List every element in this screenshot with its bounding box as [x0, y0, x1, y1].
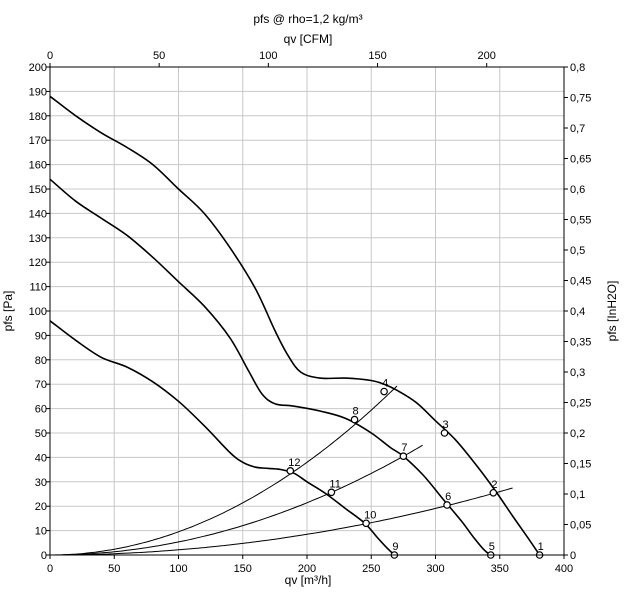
system-curves [49, 385, 513, 556]
x-tick-label: 0 [47, 563, 53, 575]
x-tick-label: 100 [169, 563, 187, 575]
x-tick-label: 350 [491, 563, 509, 575]
y-tick-label: 10 [35, 526, 47, 538]
y-tick-label: 0 [41, 550, 47, 562]
operating-point-marker [327, 488, 336, 497]
y-tick-label: 120 [29, 257, 47, 269]
operating-point-label: 12 [288, 457, 300, 469]
right-tick-label: 0,7 [570, 123, 585, 135]
y-tick-label: 190 [29, 86, 47, 98]
operating-point-marker [399, 452, 408, 460]
operating-point-marker [286, 467, 295, 475]
right-tick-label: 0,15 [570, 459, 591, 471]
right-tick-label: 0,2 [570, 428, 585, 440]
y-tick-label: 200 [29, 62, 47, 74]
x-tick-label: 400 [555, 563, 573, 575]
top-axis-label: qv [CFM] [284, 32, 333, 46]
y-tick-label: 70 [35, 379, 47, 391]
right-tick-label: 0,75 [570, 93, 591, 105]
x-tick-label: 200 [298, 563, 316, 575]
y-tick-label: 20 [35, 501, 47, 513]
y-tick-label: 180 [29, 111, 47, 123]
right-tick-label: 0,55 [570, 215, 591, 227]
y-tick-label: 80 [35, 355, 47, 367]
y-tick-label: 40 [35, 452, 47, 464]
y-tick-label: 160 [29, 160, 47, 172]
right-tick-label: 0,3 [570, 367, 585, 379]
operating-point-label: 2 [491, 479, 497, 491]
tick-labels: 0 50 100 150 200 250 300 350 4000102030405060708… [29, 50, 592, 575]
operating-point-marker [489, 488, 498, 497]
y-tick-label: 100 [29, 306, 47, 318]
x-axis-label: qv [m³/h] [285, 573, 332, 587]
operating-point-label: 5 [489, 541, 495, 553]
x-tick-label: 150 [234, 563, 252, 575]
operating-point-marker [440, 429, 449, 437]
y-tick-label: 90 [35, 330, 47, 342]
operating-point-marker [362, 519, 370, 528]
y-tick-label: 170 [29, 135, 47, 147]
system-curve [50, 444, 423, 556]
operating-point-label: 9 [392, 541, 398, 553]
system-curve [49, 385, 398, 556]
top-tick-label: 200 [478, 50, 496, 62]
fan-curve [49, 95, 541, 556]
right-tick-label: 0,1 [570, 489, 585, 501]
y-tick-label: 130 [29, 233, 47, 245]
top-tick-label: 150 [368, 50, 386, 62]
right-tick-label: 0,45 [570, 276, 591, 288]
chart-title: pfs @ rho=1,2 kg/m³ [253, 12, 362, 26]
x-tick-label: 50 [108, 563, 120, 575]
right-axis-label: pfs [InH2O] [605, 281, 619, 342]
operating-point-label: 1 [538, 541, 544, 553]
x-tick-label: 300 [426, 563, 444, 575]
right-tick-label: 0,25 [570, 398, 591, 410]
x-tick-label: 250 [362, 563, 380, 575]
right-tick-label: 0 [570, 550, 576, 562]
operating-point-marker [380, 387, 388, 396]
y-tick-label: 150 [29, 184, 47, 196]
right-tick-label: 0,6 [570, 184, 585, 196]
right-tick-label: 0,4 [570, 306, 585, 318]
top-tick-label: 100 [259, 50, 277, 62]
y-tick-label: 60 [35, 404, 47, 416]
operating-point-label: 8 [353, 406, 359, 418]
y-tick-label: 140 [29, 208, 47, 220]
operating-point-label: 7 [401, 442, 407, 454]
operating-point-label: 6 [445, 491, 451, 503]
right-tick-label: 0,35 [570, 337, 591, 349]
system-curve [50, 487, 513, 556]
y-tick-label: 110 [29, 282, 47, 294]
right-tick-label: 0,05 [570, 520, 591, 532]
operating-point-label: 10 [364, 509, 376, 521]
operating-point-label: 4 [382, 378, 388, 390]
y-tick-label: 30 [35, 477, 47, 489]
right-tick-label: 0,65 [570, 154, 591, 166]
right-tick-label: 0,5 [570, 245, 585, 257]
operating-point-label: 11 [329, 478, 340, 490]
operating-point-label: 3 [442, 419, 448, 431]
operating-point-marker [443, 501, 451, 509]
top-tick-label: 50 [153, 50, 165, 62]
operating-point-marker [350, 415, 359, 424]
right-tick-label: 0,8 [570, 62, 585, 74]
y-tick-label: 50 [35, 428, 47, 440]
y-axis-label: pfs [Pa] [1, 291, 15, 332]
top-tick-label: 0 [47, 50, 53, 62]
